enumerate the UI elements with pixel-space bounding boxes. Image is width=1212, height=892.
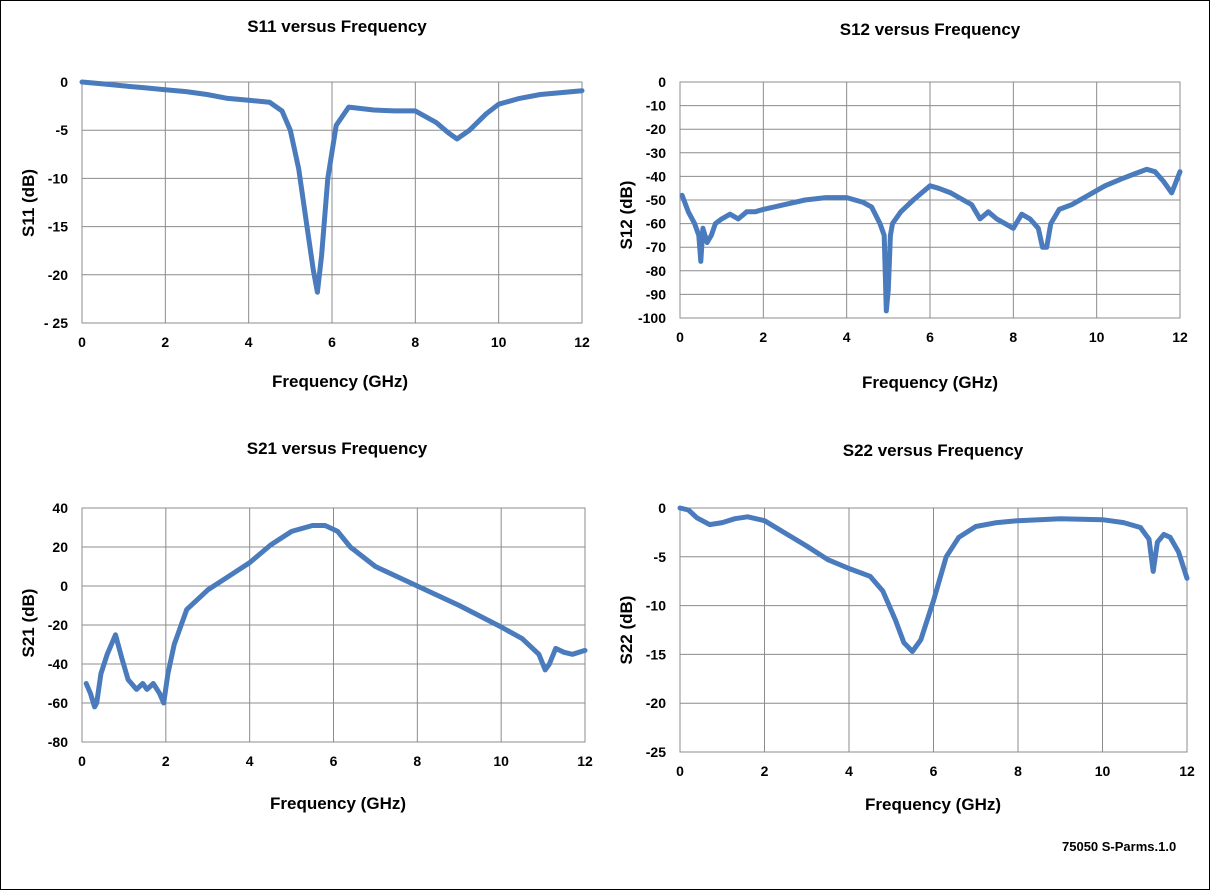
s11-ytick-label: -5 [56, 122, 69, 138]
s11-chart: 0 2 4 6 8 10 12 0 -5 -10 -15 -20 - 25 S11 versus Freq… [19, 17, 590, 391]
s22-xtick-label: 6 [930, 763, 938, 779]
s22-plot-area [679, 507, 1188, 753]
s12-xtick-label: 2 [759, 329, 767, 345]
s11-x-axis-label: Frequency (GHz) [272, 372, 408, 391]
s11-ytick-label: -10 [48, 170, 68, 186]
s22-xtick-label: 8 [1014, 763, 1022, 779]
s22-ytick-label: -20 [646, 695, 666, 711]
s22-ytick-label: -5 [654, 549, 667, 565]
s22-y-axis-label: S22 (dB) [617, 596, 636, 665]
s22-series-line [677, 505, 1190, 654]
s21-xtick-label: 8 [413, 753, 421, 769]
s11-ytick-label: - 25 [44, 315, 68, 331]
s21-series-line [83, 523, 588, 710]
s12-chart: 0 2 4 6 8 10 12 0 -10 -20 -30 -40 -50 -60 -70 -80 -90 -10… [617, 20, 1188, 392]
s21-ytick-label: 40 [52, 500, 68, 516]
s22-ytick-label: 0 [658, 500, 666, 516]
s12-ytick-label: 0 [658, 74, 666, 90]
figure-id-label: 75050 S-Parms.1.0 [1062, 839, 1177, 854]
s12-ytick-label: -30 [646, 145, 666, 161]
s11-plot-area [81, 81, 583, 324]
s12-ytick-label: -60 [646, 216, 666, 232]
s21-ytick-label: 0 [60, 578, 68, 594]
s11-xtick-label: 4 [245, 334, 253, 350]
s12-xtick-label: 4 [843, 329, 851, 345]
s11-xtick-label: 8 [411, 334, 419, 350]
s11-ytick-label: -15 [48, 219, 68, 235]
s21-xtick-label: 4 [246, 753, 254, 769]
s21-ytick-label: -60 [48, 695, 68, 711]
s21-ytick-label: -20 [48, 617, 68, 633]
s21-xtick-label: 10 [493, 753, 509, 769]
s12-xtick-label: 8 [1009, 329, 1017, 345]
s21-plot-area [81, 507, 586, 743]
s22-xtick-label: 0 [676, 763, 684, 779]
s22-chart: 0 2 4 6 8 10 12 0 -5 -10 -15 -20 -25 S22 versus Frequ… [617, 441, 1195, 814]
s22-ytick-label: -10 [646, 598, 666, 614]
s21-xtick-label: 0 [78, 753, 86, 769]
s12-chart-title: S12 versus Frequency [840, 20, 1021, 39]
s21-ytick-label: -40 [48, 656, 68, 672]
s12-x-axis-label: Frequency (GHz) [862, 373, 998, 392]
s22-chart-title: S22 versus Frequency [843, 441, 1024, 460]
s11-ytick-label: 0 [60, 74, 68, 90]
s22-ytick-label: -25 [646, 744, 666, 760]
s12-xtick-label: 10 [1089, 329, 1105, 345]
s21-ytick-label: -80 [48, 734, 68, 750]
s12-y-axis-label: S12 (dB) [617, 181, 636, 250]
s12-ytick-label: -100 [638, 310, 666, 326]
s12-xtick-label: 6 [926, 329, 934, 345]
s21-y-axis-label: S21 (dB) [19, 589, 38, 658]
s11-y-axis-label: S11 (dB) [19, 169, 38, 237]
s12-plot-area [679, 81, 1181, 319]
s22-xtick-label: 4 [845, 763, 853, 779]
s21-chart-title: S21 versus Frequency [247, 439, 428, 458]
s22-xtick-label: 10 [1095, 763, 1111, 779]
s21-xtick-label: 12 [577, 753, 593, 769]
s22-x-axis-label: Frequency (GHz) [865, 795, 1001, 814]
s21-ytick-label: 20 [52, 539, 68, 555]
s21-xtick-label: 6 [330, 753, 338, 769]
s12-xtick-label: 12 [1172, 329, 1188, 345]
s22-ytick-label: -15 [646, 646, 666, 662]
s22-xtick-label: 2 [761, 763, 769, 779]
s21-xtick-label: 2 [162, 753, 170, 769]
s11-series-line [79, 79, 585, 295]
s12-ytick-label: -40 [646, 168, 666, 184]
s11-xtick-label: 2 [161, 334, 169, 350]
s11-xtick-label: 6 [328, 334, 336, 350]
s21-chart: 0 2 4 6 8 10 12 40 20 0 -20 -40 -60 -80 S21 versus Fre… [19, 439, 593, 813]
s12-ytick-label: -70 [646, 239, 666, 255]
s21-x-axis-label: Frequency (GHz) [270, 794, 406, 813]
s22-xtick-label: 12 [1179, 763, 1195, 779]
s11-ytick-label: -20 [48, 267, 68, 283]
s12-ytick-label: -50 [646, 192, 666, 208]
s11-xtick-label: 12 [574, 334, 590, 350]
s11-chart-title: S11 versus Frequency [247, 17, 427, 36]
s11-xtick-label: 10 [491, 334, 507, 350]
s11-xtick-label: 0 [78, 334, 86, 350]
s12-xtick-label: 0 [676, 329, 684, 345]
s12-ytick-label: -90 [646, 286, 666, 302]
s12-ytick-label: -80 [646, 263, 666, 279]
s12-series-line [679, 166, 1183, 314]
s12-ytick-label: -10 [646, 98, 666, 114]
s12-ytick-label: -20 [646, 121, 666, 137]
